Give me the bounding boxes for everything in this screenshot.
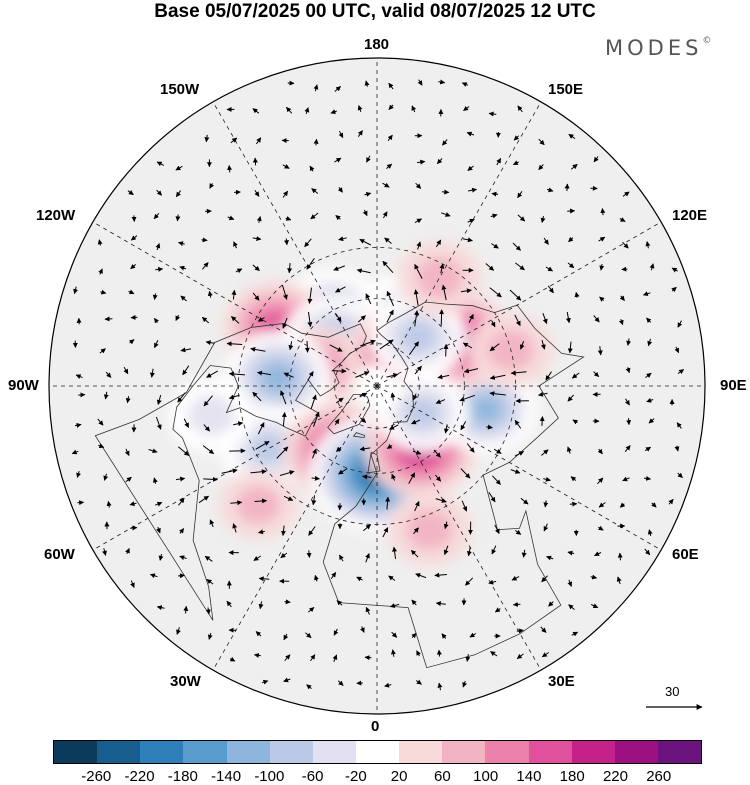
colorbar-tick-label: -220: [125, 768, 155, 785]
colorbar-swatch: [227, 741, 270, 763]
colorbar-swatch: [658, 741, 701, 763]
wind-arrow: [513, 604, 520, 605]
wind-arrow: [130, 528, 137, 529]
wind-arrow: [542, 417, 543, 426]
anomaly-blob: [472, 397, 501, 422]
wind-arrow: [570, 504, 577, 505]
wind-arrow: [442, 192, 449, 193]
colorbar-tick-label: 100: [473, 768, 498, 785]
wind-arrow: [567, 184, 568, 191]
wind-arrow: [620, 553, 621, 560]
lon-label-30w: 30W: [170, 673, 201, 690]
wind-arrow: [286, 239, 287, 245]
colorbar-swatch: [183, 741, 226, 763]
wind-arrow: [307, 341, 308, 352]
colorbar-tick-label: -140: [211, 768, 241, 785]
wind-arrow: [365, 657, 371, 658]
lon-label-60w: 60W: [44, 546, 75, 563]
wind-arrow: [332, 371, 346, 372]
lon-label-150w: 150W: [160, 81, 199, 98]
wind-scale-label: 30: [665, 684, 679, 699]
lon-label-60e: 60E: [672, 546, 699, 563]
wind-arrow: [78, 395, 85, 396]
wind-arrow: [602, 209, 603, 216]
colorbar-tick-label: -60: [302, 768, 324, 785]
lon-label-90w: 90W: [8, 377, 39, 394]
colorbar-swatch: [615, 741, 658, 763]
colorbar-tick-label: -180: [168, 768, 198, 785]
colorbar-tick-label: 20: [391, 768, 408, 785]
wind-arrow: [203, 479, 217, 480]
lon-label-30e: 30E: [548, 673, 575, 690]
colorbar-swatch: [140, 741, 183, 763]
colorbar-swatch: [356, 741, 399, 763]
wind-arrow: [285, 602, 291, 603]
wind-scale-arrow: [644, 700, 706, 714]
colorbar-tick-label: 220: [603, 768, 628, 785]
wind-arrow: [441, 310, 442, 326]
colorbar-tick-label: -20: [345, 768, 367, 785]
anomaly-blob: [263, 364, 294, 391]
wind-arrow: [77, 502, 83, 503]
wind-arrow: [202, 240, 208, 241]
colorbar: [53, 740, 702, 764]
wind-arrow: [316, 139, 317, 145]
wind-arrow: [439, 650, 440, 657]
anomaly-blob: [416, 258, 463, 299]
lon-label-180: 180: [364, 36, 389, 53]
colorbar-swatch: [54, 741, 97, 763]
colorbar-tick-label: 180: [560, 768, 585, 785]
colorbar-swatch: [399, 741, 442, 763]
lon-label-90e: 90E: [720, 377, 747, 394]
colorbar-swatch: [313, 741, 356, 763]
colorbar-swatch: [97, 741, 140, 763]
lon-label-150e: 150E: [548, 81, 583, 98]
colorbar-tick-label: 140: [516, 768, 541, 785]
colorbar-tick-label: -100: [254, 768, 284, 785]
lon-label-120w: 120W: [36, 207, 75, 224]
wind-arrow: [309, 550, 310, 557]
polar-map: [0, 0, 750, 735]
wind-arrow: [229, 166, 230, 173]
wind-arrow: [629, 418, 630, 425]
colorbar-swatch: [270, 741, 313, 763]
colorbar-swatch: [529, 741, 572, 763]
colorbar-swatch: [485, 741, 528, 763]
wind-arrow: [178, 575, 184, 576]
anomaly-blob: [188, 395, 235, 436]
anomaly-blob: [406, 509, 453, 550]
colorbar-swatch: [572, 741, 615, 763]
lon-label-120e: 120E: [672, 207, 707, 224]
colorbar-tick-label: -260: [81, 768, 111, 785]
colorbar-swatch: [442, 741, 485, 763]
wind-arrow: [255, 158, 256, 165]
anomaly-blob: [236, 486, 280, 524]
colorbar-tick-label: 260: [646, 768, 671, 785]
lon-label-0: 0: [371, 718, 379, 735]
colorbar-tick-label: 60: [434, 768, 451, 785]
